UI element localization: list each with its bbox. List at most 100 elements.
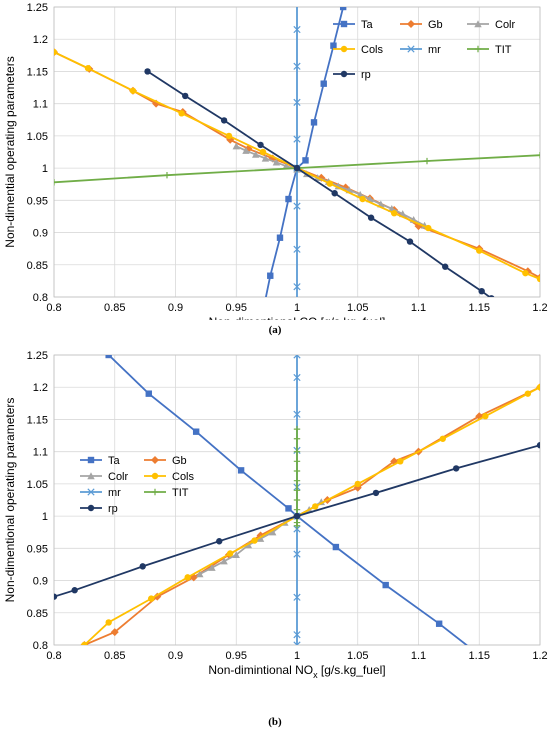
y-tick-label: 1.05 <box>27 131 48 143</box>
y-tick-label: 0.85 <box>27 260 48 272</box>
legend-item-cols: Cols <box>333 44 384 56</box>
data-point-ta <box>330 42 337 49</box>
data-point-mr <box>293 641 301 645</box>
data-point-tit <box>293 487 301 494</box>
legend-item-cols: Cols <box>144 471 195 483</box>
data-point-cols <box>425 224 432 232</box>
data-point-ta <box>435 620 443 627</box>
y-tick-label: 1 <box>42 511 48 523</box>
x-tick-label: 0.95 <box>226 302 247 314</box>
series-line-cols <box>83 386 540 645</box>
x-tick-label: 0.95 <box>226 650 247 662</box>
legend: Ta Gb Colr Cols mr TIT rp <box>333 19 516 81</box>
data-point-mr <box>293 550 301 558</box>
data-point-ta <box>145 390 152 397</box>
x-tick-label: 1.1 <box>411 302 426 314</box>
data-point-ta <box>332 543 340 551</box>
legend-label: Colr <box>495 19 516 31</box>
data-point-gb <box>390 457 399 466</box>
y-tick-label: 1.2 <box>33 382 48 394</box>
y-tick-label: 1.2 <box>33 34 48 46</box>
x-tick-label: 0.9 <box>168 650 183 662</box>
data-point-cols <box>312 503 319 510</box>
legend-marker <box>151 488 159 496</box>
x-tick-label: 1 <box>294 650 300 662</box>
data-point-rp <box>293 512 301 520</box>
data-point-cols <box>359 195 366 203</box>
series-tit <box>293 425 301 529</box>
data-point-mr <box>294 0 300 4</box>
data-point-cols <box>178 110 185 117</box>
data-point-rp <box>293 164 301 172</box>
data-point-cols <box>482 413 489 420</box>
data-point-cols <box>524 390 532 397</box>
x-tick-label: 0.85 <box>104 302 125 314</box>
x-tick-label: 1.2 <box>532 650 547 662</box>
legend-item-tit: TIT <box>144 487 189 499</box>
y-tick-label: 0.95 <box>27 195 48 207</box>
data-point-tit <box>293 496 301 504</box>
data-point-rp <box>478 288 485 295</box>
caption-a: (a) <box>268 324 282 336</box>
data-point-ta <box>276 234 284 241</box>
data-point-tit <box>536 152 540 159</box>
series-line-ta <box>107 355 468 645</box>
legend-item-colr: Colr <box>80 471 129 483</box>
data-point-ta <box>285 195 292 203</box>
data-point-cols <box>354 480 361 488</box>
data-point-mr <box>293 98 301 107</box>
series-line-rp <box>147 70 492 297</box>
data-point-rp <box>372 489 380 497</box>
x-tick-label: 1.05 <box>347 650 368 662</box>
data-point-cols <box>536 275 540 283</box>
data-point-rp <box>220 117 228 124</box>
legend-item-mr: mr <box>80 487 121 499</box>
legend-item-colr: Colr <box>467 19 516 31</box>
data-point-cols <box>251 537 258 544</box>
y-tick-label: 0.8 <box>33 292 48 304</box>
data-point-gb <box>189 573 198 582</box>
data-point-cols <box>476 247 483 254</box>
data-point-mr <box>293 355 301 359</box>
data-point-colr <box>269 528 277 536</box>
data-point-rp <box>54 593 58 600</box>
data-point-cols <box>226 550 234 557</box>
data-point-tit <box>293 519 301 526</box>
data-point-ta <box>237 467 245 474</box>
legend-marker <box>340 20 348 28</box>
x-axis-label: Non-dimintional NOx [g/s.kg_fuel] <box>208 663 385 680</box>
legend: Ta Gb Colr Cols mr TIT rp <box>80 455 195 515</box>
data-point-rp <box>452 465 460 472</box>
y-tick-label: 0.85 <box>27 608 48 620</box>
data-point-rp <box>488 295 495 297</box>
data-point-ta <box>105 355 112 359</box>
data-point-colr <box>220 557 228 565</box>
data-point-tit <box>293 506 301 513</box>
data-point-tit <box>423 157 431 165</box>
legend-marker <box>87 456 95 464</box>
x-tick-label: 0.8 <box>46 650 61 662</box>
data-point-tit <box>54 179 58 186</box>
legend-label: Colr <box>108 471 129 483</box>
data-point-cols <box>536 384 540 391</box>
data-point-cols <box>84 65 92 72</box>
legend-label: Ta <box>361 19 374 31</box>
data-point-cols <box>81 641 88 645</box>
data-point-rp <box>216 538 223 545</box>
chart-b: 0.8 0.85 0.9 0.95 1 1.05 1.1 1.15 1.2 0.8 0.85 0.9 0… <box>3 350 548 680</box>
data-point-mr <box>293 25 301 34</box>
data-point-tit <box>293 467 301 475</box>
legend-item-gb: Gb <box>144 455 187 467</box>
legend-marker <box>474 45 482 53</box>
data-point-mr <box>293 631 301 639</box>
data-point-colr <box>242 147 250 154</box>
data-point-colr <box>251 150 260 158</box>
y-tick-label: 1.1 <box>33 99 48 111</box>
legend-label: TIT <box>495 44 512 56</box>
legend-marker <box>151 472 159 480</box>
data-point-colr <box>261 154 270 162</box>
legend-label: TIT <box>172 487 189 499</box>
legend-marker <box>340 70 348 78</box>
y-tick-label: 0.8 <box>33 640 48 652</box>
data-point-colr <box>244 541 253 549</box>
